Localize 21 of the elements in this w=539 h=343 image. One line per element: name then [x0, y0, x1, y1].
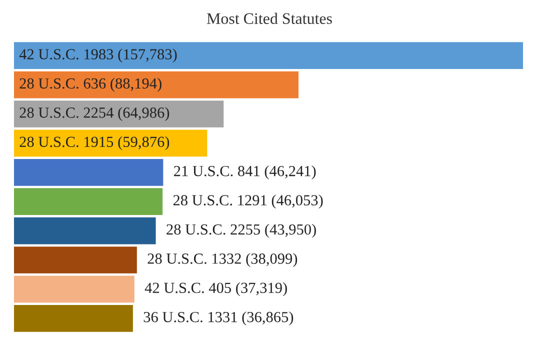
data-label: 42 U.S.C. 1983 (157,783)	[19, 48, 177, 63]
bar	[14, 304, 133, 332]
bar	[14, 71, 299, 98]
data-label: 28 U.S.C. 1291 (46,053)	[173, 194, 323, 209]
chart-title: Most Cited Statutes	[206, 12, 332, 24]
data-label: 28 U.S.C. 1332 (38,099)	[148, 253, 298, 267]
data-label: 36 U.S.C. 1331 (36,865)	[144, 311, 294, 326]
bar	[14, 188, 163, 216]
bar	[14, 130, 208, 157]
bar	[14, 246, 137, 274]
data-label: 28 U.S.C. 2255 (43,950)	[166, 224, 316, 238]
bar	[14, 217, 156, 244]
data-label: 28 U.S.C. 1915 (59,876)	[20, 136, 170, 150]
bar	[14, 276, 134, 303]
bar	[14, 158, 164, 186]
data-label: 28 U.S.C. 2254 (64,986)	[20, 107, 170, 121]
data-label: 42 U.S.C. 405 (37,319)	[144, 282, 287, 296]
bar	[14, 42, 523, 70]
data-label: 21 U.S.C. 841 (46,241)	[174, 165, 316, 180]
bar	[14, 100, 224, 128]
data-label: 28 U.S.C. 636 (88,194)	[20, 78, 162, 92]
